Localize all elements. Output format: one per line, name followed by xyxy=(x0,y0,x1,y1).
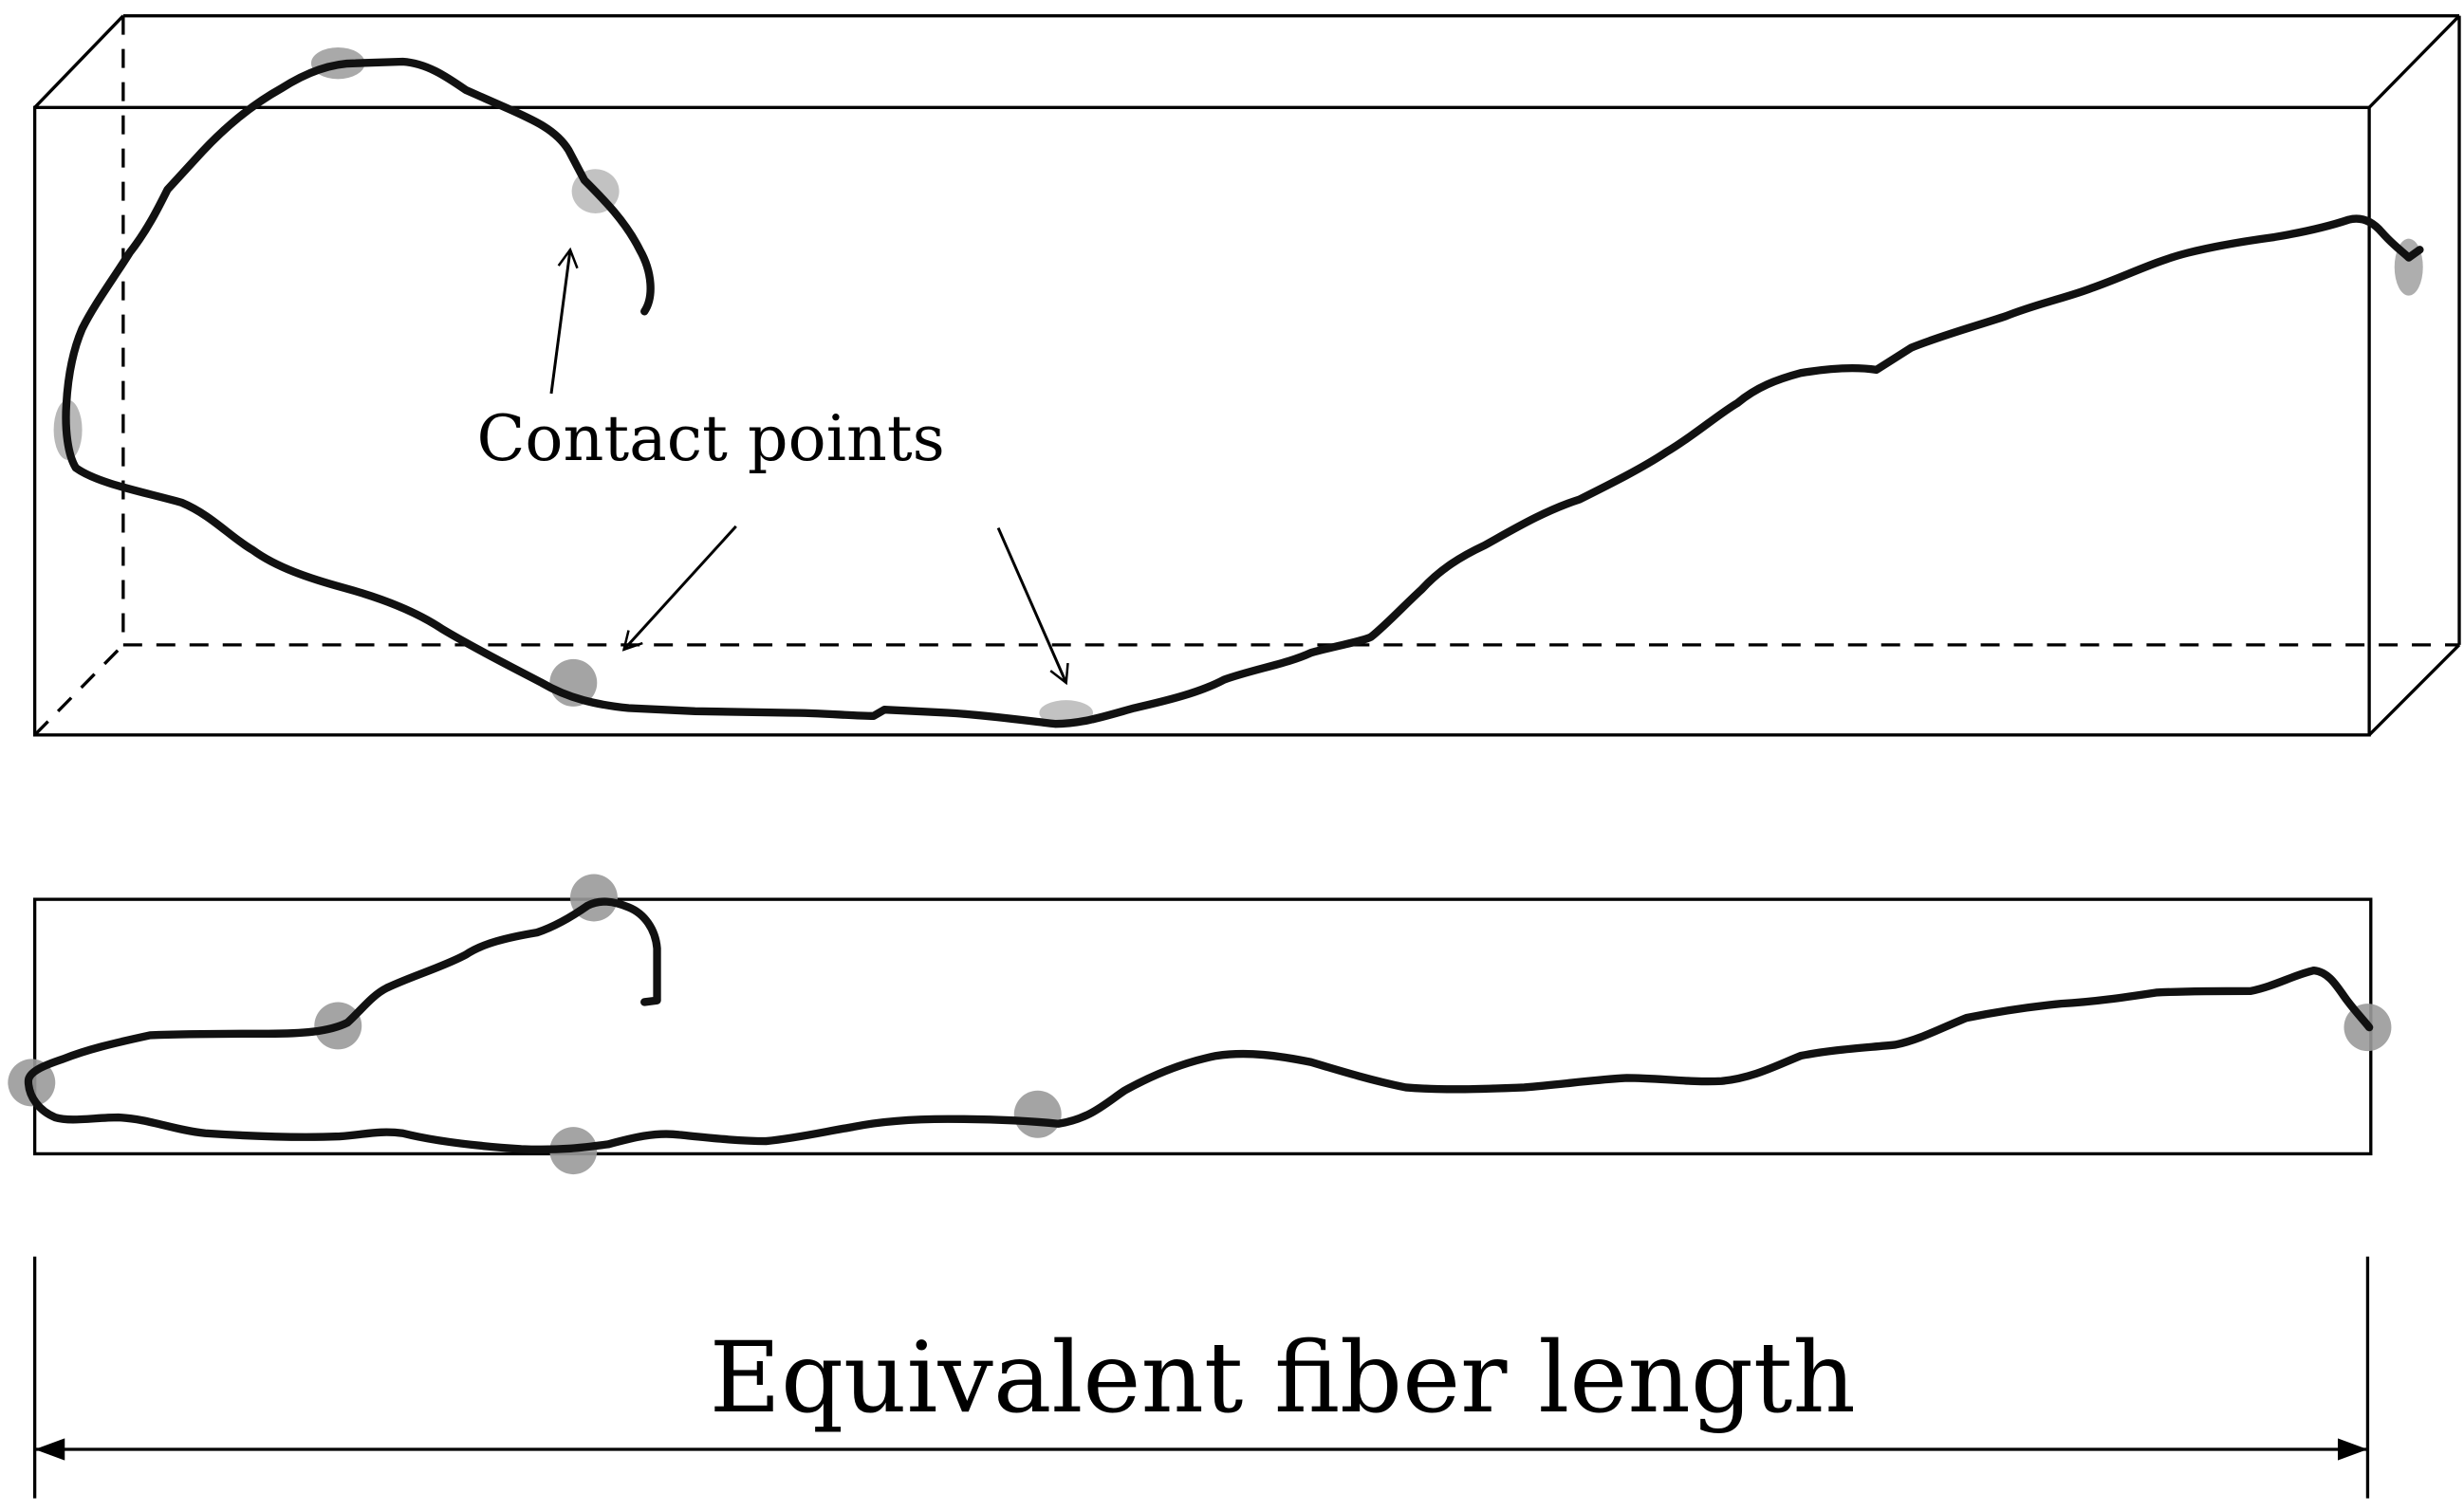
box-connect-bottom-left-hidden xyxy=(33,643,125,737)
fiber-projection xyxy=(24,897,2374,1154)
equivalent-fiber-length-label: Equivalent fiber length xyxy=(710,1321,1856,1435)
box-connect-bottom-right xyxy=(2367,643,2461,737)
contact-points-label: Contact points xyxy=(476,401,944,475)
contact-arrow-right-down xyxy=(996,526,1069,686)
projection-box xyxy=(32,897,2373,1156)
box-connect-top-right xyxy=(2367,14,2461,109)
projection-view xyxy=(8,874,2392,1175)
box-connect-top-left xyxy=(33,14,125,109)
contact-point-proj-5 xyxy=(1013,1090,1062,1138)
fiber-3d xyxy=(62,57,2424,728)
equivalent-length-dimension: Equivalent fiber length xyxy=(32,1256,2370,1499)
contact-arrow-up xyxy=(549,247,579,395)
box-front-face xyxy=(32,105,2371,737)
box-3d-view: Contact points xyxy=(32,13,2461,737)
contact-arrow-left-down xyxy=(621,525,737,652)
